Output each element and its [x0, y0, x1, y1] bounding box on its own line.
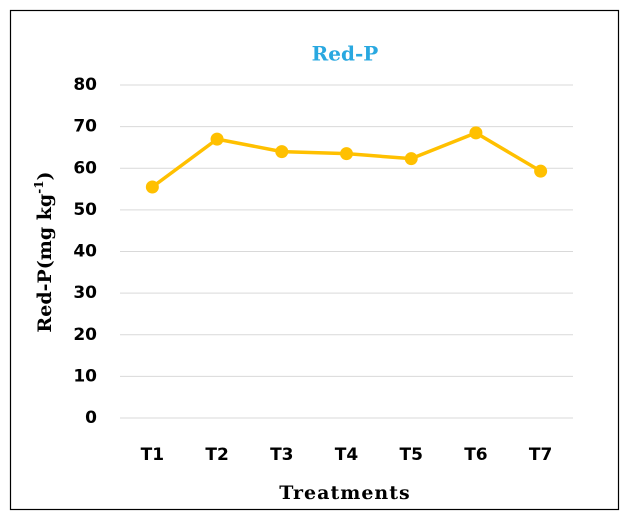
y-tick-label: 10: [73, 366, 97, 386]
chart-title: Red-P: [312, 42, 379, 66]
data-point: [340, 147, 353, 161]
y-label-text: Red-P(mg kg: [34, 194, 56, 333]
x-tick-label: T2: [205, 445, 228, 465]
x-axis-label: Treatments: [279, 482, 410, 504]
data-point: [404, 152, 418, 166]
x-tick-label: T4: [335, 445, 359, 465]
chart-frame: [9, 9, 620, 511]
y-label-superscript: -1: [32, 180, 46, 193]
y-axis-label: Red-P(mg kg-1): [32, 171, 57, 332]
x-tick-label: T6: [464, 445, 487, 465]
y-tick-label: 20: [73, 325, 97, 345]
data-point: [469, 126, 483, 140]
data-point: [534, 164, 548, 178]
y-tick-label: 80: [73, 75, 97, 95]
data-point: [145, 180, 159, 194]
y-label-suffix: ): [34, 171, 56, 180]
y-tick-label: 50: [73, 200, 97, 220]
y-tick-label: 30: [73, 283, 97, 303]
x-tick-label: T7: [529, 445, 552, 465]
y-tick-label: 40: [73, 242, 97, 262]
x-tick-label: T3: [270, 445, 293, 465]
y-tick-label: 70: [73, 117, 97, 137]
y-tick-label: 60: [73, 158, 97, 178]
data-point: [210, 132, 224, 146]
x-tick-label: T1: [141, 445, 164, 465]
x-tick-label: T5: [399, 445, 422, 465]
y-tick-label: 0: [85, 408, 97, 428]
data-point: [275, 145, 289, 159]
